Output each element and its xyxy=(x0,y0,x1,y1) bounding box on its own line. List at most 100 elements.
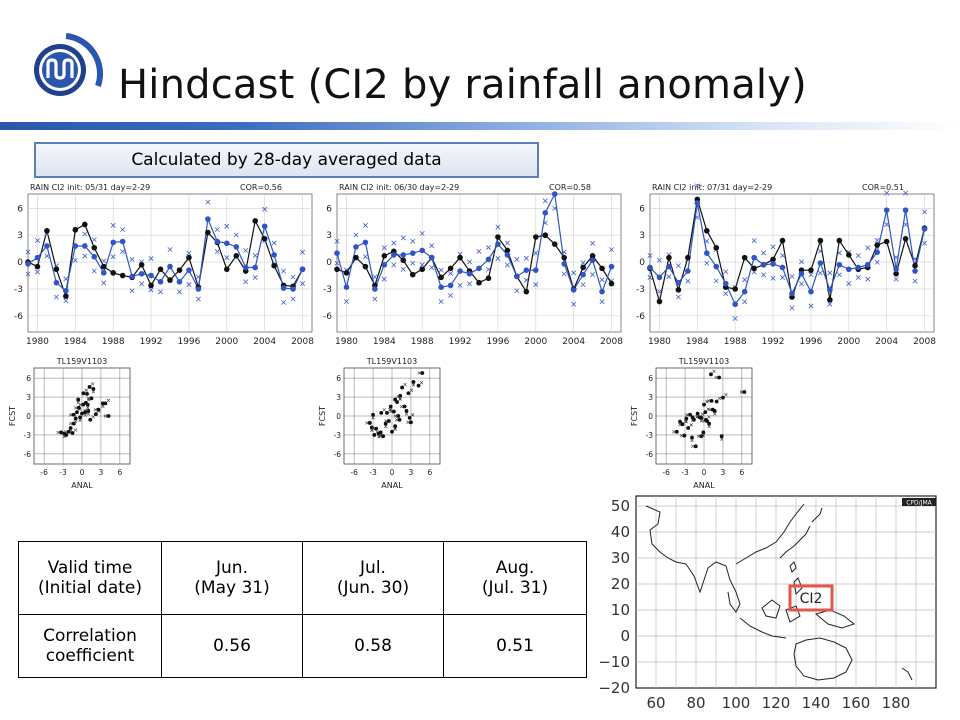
data-point-1 xyxy=(608,263,615,270)
data-point-1 xyxy=(100,270,107,276)
data-point-1 xyxy=(409,250,416,256)
data-point-0 xyxy=(334,266,340,273)
scatter-point xyxy=(71,412,76,417)
member-mark xyxy=(912,256,918,262)
scatter-point xyxy=(96,407,101,412)
scatter-point xyxy=(407,415,412,420)
member-mark xyxy=(699,419,704,423)
data-point-0 xyxy=(495,234,501,240)
data-point-0 xyxy=(167,277,173,283)
scatter-point xyxy=(85,402,90,407)
data-point-1 xyxy=(561,261,567,267)
data-point-1 xyxy=(205,216,211,222)
scatter-point xyxy=(695,411,700,416)
member-mark xyxy=(798,281,804,287)
scatter-point xyxy=(73,416,78,421)
data-point-0 xyxy=(91,244,98,251)
member-mark xyxy=(186,282,192,287)
scatter-point xyxy=(64,433,69,437)
data-point-1 xyxy=(381,261,388,268)
lon-tick-label: 140 xyxy=(802,694,831,712)
lon-tick-label: 120 xyxy=(762,694,791,712)
scatter-point xyxy=(702,402,706,407)
data-point-0 xyxy=(438,274,444,281)
member-mark xyxy=(533,282,539,287)
scatter-point xyxy=(381,434,386,439)
data-point-1 xyxy=(110,239,116,246)
scatter-point xyxy=(83,410,88,415)
member-mark xyxy=(34,269,40,275)
table-header-cell: Jun. (May 31) xyxy=(161,541,303,615)
data-point-1 xyxy=(647,264,653,271)
data-point-0 xyxy=(261,236,268,242)
data-point-0 xyxy=(732,286,738,292)
member-mark xyxy=(73,428,78,432)
member-mark xyxy=(713,412,717,416)
scatter-point xyxy=(76,397,81,402)
lat-tick-label: −10 xyxy=(598,653,630,671)
data-point-1 xyxy=(261,223,268,230)
chart-title: RAIN CI2 init: 07/31 day=2-29 xyxy=(652,183,772,192)
timeseries-chart-jul: 1980 1984 1988 1992 1996 2000 2004 2008 6 3 0 -3 -6 R… xyxy=(323,183,623,347)
member-mark xyxy=(714,375,718,380)
member-mark xyxy=(371,416,375,420)
member-mark xyxy=(365,421,369,425)
scatter-point xyxy=(680,422,685,427)
data-point-0 xyxy=(252,218,258,224)
member-mark xyxy=(406,420,410,425)
map-corner-tag xyxy=(902,498,936,506)
data-point-1 xyxy=(476,265,482,272)
member-mark xyxy=(63,276,69,282)
scatter-point xyxy=(81,391,86,396)
y-tick-label: -6 xyxy=(14,312,23,322)
member-mark xyxy=(383,424,388,429)
member-mark xyxy=(780,253,786,259)
x-tick-label: 1996 xyxy=(177,337,200,347)
member-mark xyxy=(719,437,724,441)
member-mark xyxy=(353,232,359,238)
member-mark xyxy=(780,275,786,280)
data-point-0 xyxy=(817,237,824,244)
data-point-1 xyxy=(400,252,407,258)
member-mark xyxy=(378,433,383,438)
member-mark xyxy=(865,245,871,251)
data-point-0 xyxy=(685,254,691,261)
member-mark xyxy=(388,408,392,412)
member-mark xyxy=(233,232,239,238)
lon-tick-label: 80 xyxy=(686,694,705,712)
member-mark xyxy=(523,277,529,283)
member-mark xyxy=(74,406,78,410)
member-mark xyxy=(362,254,368,260)
data-point-1 xyxy=(542,210,549,216)
scatter-point xyxy=(420,371,425,375)
member-mark xyxy=(580,260,586,266)
member-mark xyxy=(91,268,97,274)
ci2-region-box xyxy=(788,584,834,612)
y-tick-label: 3 xyxy=(639,231,645,241)
scatter-point xyxy=(721,395,725,400)
y-tick-label: -3 xyxy=(14,285,23,295)
member-mark xyxy=(874,237,880,243)
data-point-1 xyxy=(186,267,192,273)
data-point-1 xyxy=(827,287,833,293)
scatter-title: TL159V1103 xyxy=(56,357,107,366)
y-tick-label: 0 xyxy=(17,258,23,268)
data-point-0 xyxy=(176,267,183,273)
member-mark xyxy=(93,407,98,412)
data-point-1 xyxy=(334,250,340,256)
scatter-point xyxy=(393,424,398,429)
data-point-0 xyxy=(504,247,511,254)
member-mark xyxy=(82,253,88,259)
member-mark xyxy=(76,400,80,405)
member-mark xyxy=(599,299,605,305)
lon-tick-label: 60 xyxy=(646,694,665,712)
scatter-point xyxy=(88,417,93,422)
member-mark xyxy=(817,248,823,254)
data-point-1 xyxy=(789,290,795,297)
data-point-1 xyxy=(362,239,369,246)
member-mark xyxy=(761,250,767,256)
data-point-0 xyxy=(836,237,843,244)
scatter-point xyxy=(75,410,79,415)
data-point-0 xyxy=(53,266,60,273)
member-mark xyxy=(271,240,277,246)
